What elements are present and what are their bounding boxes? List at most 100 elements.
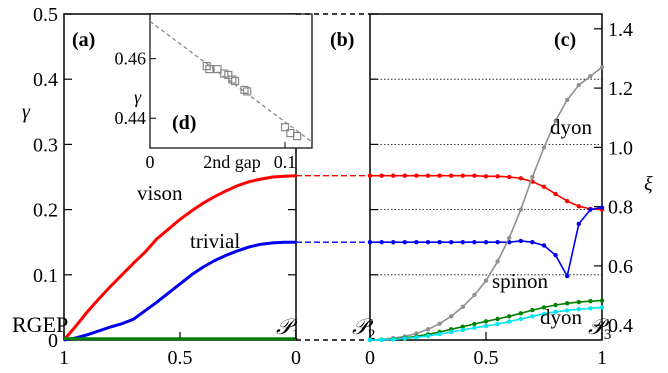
point-c-trivial [437, 240, 442, 245]
point-c-dyon [460, 304, 465, 309]
point-c-spinon [483, 319, 489, 324]
x-tick-label-c: 0 [365, 347, 375, 369]
point-c-dyon [541, 311, 547, 317]
point-c-spinon [576, 299, 581, 305]
series-label-dyon-cyan: dyon [540, 305, 583, 329]
inset-point [293, 132, 302, 141]
point-c-trivial [425, 240, 431, 245]
point-c-dyon [437, 321, 442, 326]
point-c-vison [495, 174, 500, 179]
point-c-dyon [449, 314, 454, 319]
point-c-trivial [541, 243, 547, 248]
y-tick-label-a: 0 [48, 330, 58, 352]
point-c-vison [449, 173, 454, 178]
point-c-dyon [553, 118, 558, 123]
point-c-spinon [588, 299, 593, 304]
point-c-vison [391, 173, 396, 178]
point-c-vison [576, 204, 581, 209]
inset-point [228, 75, 237, 84]
point-c-dyon [379, 337, 384, 342]
point-c-dyon [599, 305, 605, 310]
series-label-trivial: trivial [190, 229, 240, 253]
point-c-spinon [507, 314, 512, 319]
point-c-spinon [530, 307, 535, 313]
point-c-dyon [472, 325, 477, 330]
point-c-dyon [495, 259, 500, 264]
x-axis-label-d: 2nd gap [203, 152, 261, 172]
y-tick-label-right: 1.2 [608, 78, 633, 100]
point-c-dyon [518, 316, 523, 322]
point-c-vison [518, 176, 523, 181]
series-label-dyon-gray: dyon [550, 115, 593, 139]
x-tick-label-c: 1 [597, 347, 607, 369]
point-c-spinon [565, 301, 570, 306]
point-c-dyon [576, 82, 581, 88]
point-c-trivial [518, 238, 523, 244]
x-tick-label-d: 0 [146, 152, 155, 172]
series-a-trivial [63, 240, 296, 342]
point-c-vison [541, 184, 547, 189]
y-tick-label-right: 0.6 [608, 256, 633, 278]
point-c-trivial [449, 240, 454, 245]
point-c-dyon [530, 174, 535, 180]
point-c-vison [472, 173, 477, 178]
x-tick-label-a: 0.5 [168, 347, 193, 369]
inset-point [213, 64, 222, 74]
point-c-dyon [367, 337, 373, 343]
point-c-trivial [599, 205, 605, 210]
panel-label-c: (c) [554, 29, 576, 51]
point-c-dyon [495, 321, 500, 327]
point-c-dyon [599, 65, 605, 70]
inset-d-frame [149, 13, 313, 149]
start-label-rgep: RGEP [12, 312, 68, 337]
point-c-vison [414, 173, 419, 178]
inset-point [243, 87, 252, 96]
x-tick-label-d: 0.1 [274, 152, 297, 172]
y-tick-label-a: 0.3 [33, 134, 58, 156]
point-c-dyon [576, 307, 581, 312]
point-c-vison [437, 173, 442, 178]
point-c-dyon [507, 319, 512, 324]
point-c-vison [402, 173, 407, 178]
point-c-vison [565, 198, 570, 204]
point-c-dyon [425, 327, 431, 332]
series-label-spinon: spinon [492, 269, 549, 293]
y-tick-label-right: 0.4 [608, 315, 633, 337]
point-c-spinon [553, 302, 558, 308]
series-c-dyon [369, 66, 603, 341]
point-c-trivial [588, 207, 593, 212]
point-c-dyon [483, 323, 489, 329]
point-c-spinon [541, 305, 547, 310]
point-c-vison [507, 174, 512, 180]
point-c-trivial [576, 221, 581, 227]
point-c-dyon [518, 207, 523, 212]
point-c-trivial [379, 240, 384, 245]
y-tick-label-a: 0.2 [33, 200, 58, 222]
y-axis-label-a: γ [22, 101, 31, 123]
series-c-vison [370, 174, 603, 211]
point-c-spinon [599, 298, 605, 303]
point-c-trivial [565, 273, 570, 279]
point-c-dyon [472, 292, 477, 298]
inset-point [240, 85, 249, 95]
point-c-trivial [460, 240, 465, 245]
y-tick-label-a: 0.4 [33, 69, 58, 91]
point-c-trivial [391, 240, 396, 245]
point-c-dyon [541, 145, 547, 150]
point-c-trivial [367, 240, 373, 245]
point-c-trivial [553, 253, 558, 258]
point-c-vison [460, 173, 465, 178]
point-c-trivial [483, 240, 489, 245]
point-c-dyon [460, 327, 465, 333]
point-c-vison [425, 173, 431, 178]
point-c-trivial [402, 240, 407, 245]
series-label-vison: vison [137, 181, 183, 205]
y-tick-label-right: 1.0 [608, 137, 633, 159]
y-tick-label-a: 0.1 [33, 265, 58, 287]
point-c-dyon [425, 333, 431, 339]
x-tick-label-a: 1 [59, 347, 69, 369]
point-c-dyon [449, 329, 454, 335]
point-c-spinon [495, 316, 500, 322]
point-c-trivial [495, 240, 500, 245]
